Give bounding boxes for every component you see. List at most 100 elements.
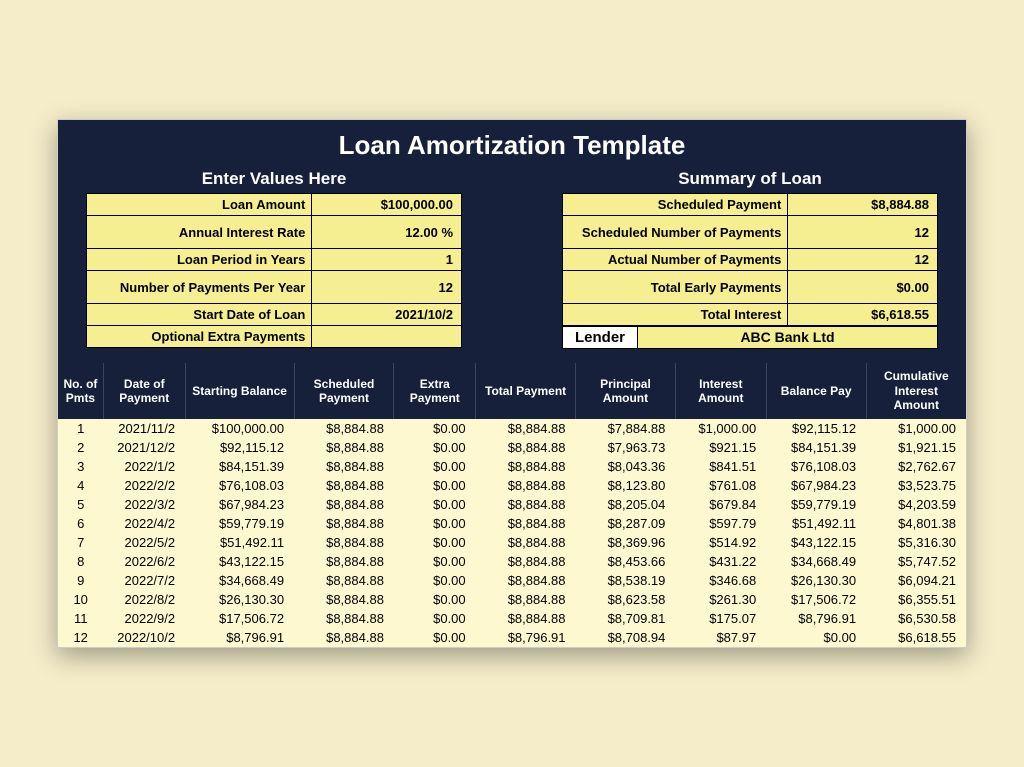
table-cell[interactable]: $34,668.49 xyxy=(185,571,294,590)
table-cell[interactable]: $841.51 xyxy=(675,457,766,476)
table-cell[interactable]: $59,779.19 xyxy=(766,495,866,514)
table-cell[interactable]: 8 xyxy=(58,552,103,571)
table-cell[interactable]: $100,000.00 xyxy=(185,419,294,438)
table-cell[interactable]: $6,618.55 xyxy=(866,628,966,647)
table-cell[interactable]: $17,506.72 xyxy=(766,590,866,609)
table-cell[interactable]: $8,884.88 xyxy=(294,438,394,457)
table-cell[interactable]: $1,000.00 xyxy=(866,419,966,438)
table-cell[interactable]: $0.00 xyxy=(394,628,476,647)
table-cell[interactable]: $0.00 xyxy=(394,457,476,476)
table-cell[interactable]: 2022/8/2 xyxy=(103,590,185,609)
table-cell[interactable]: $761.08 xyxy=(675,476,766,495)
table-cell[interactable]: $8,453.66 xyxy=(576,552,676,571)
table-cell[interactable]: $8,538.19 xyxy=(576,571,676,590)
table-cell[interactable]: $8,884.88 xyxy=(476,476,576,495)
table-cell[interactable]: $6,355.51 xyxy=(866,590,966,609)
table-cell[interactable]: $8,884.88 xyxy=(476,552,576,571)
table-cell[interactable]: 2022/4/2 xyxy=(103,514,185,533)
table-cell[interactable]: $43,122.15 xyxy=(185,552,294,571)
input-value[interactable]: 12.00 % xyxy=(312,216,461,248)
table-cell[interactable]: $8,884.88 xyxy=(476,419,576,438)
table-cell[interactable]: $26,130.30 xyxy=(185,590,294,609)
table-cell[interactable]: 2022/6/2 xyxy=(103,552,185,571)
table-cell[interactable]: $8,884.88 xyxy=(294,476,394,495)
table-cell[interactable]: $67,984.23 xyxy=(185,495,294,514)
table-cell[interactable]: 2021/12/2 xyxy=(103,438,185,457)
table-cell[interactable]: $7,963.73 xyxy=(576,438,676,457)
table-cell[interactable]: $175.07 xyxy=(675,609,766,628)
table-cell[interactable]: $7,884.88 xyxy=(576,419,676,438)
table-cell[interactable]: $5,747.52 xyxy=(866,552,966,571)
table-cell[interactable]: $8,884.88 xyxy=(294,628,394,647)
table-cell[interactable]: $67,984.23 xyxy=(766,476,866,495)
table-cell[interactable]: $0.00 xyxy=(394,495,476,514)
table-cell[interactable]: $8,884.88 xyxy=(476,533,576,552)
table-cell[interactable]: $8,709.81 xyxy=(576,609,676,628)
table-cell[interactable]: $261.30 xyxy=(675,590,766,609)
table-cell[interactable]: $6,094.21 xyxy=(866,571,966,590)
table-cell[interactable]: $8,884.88 xyxy=(294,590,394,609)
table-cell[interactable]: $8,884.88 xyxy=(294,609,394,628)
table-cell[interactable]: $8,205.04 xyxy=(576,495,676,514)
table-cell[interactable]: $8,796.91 xyxy=(185,628,294,647)
table-cell[interactable]: $8,287.09 xyxy=(576,514,676,533)
table-cell[interactable]: $0.00 xyxy=(394,552,476,571)
table-cell[interactable]: 2021/11/2 xyxy=(103,419,185,438)
input-value[interactable]: 1 xyxy=(312,249,461,270)
input-value[interactable]: $100,000.00 xyxy=(312,194,461,215)
table-cell[interactable]: $8,884.88 xyxy=(294,419,394,438)
input-value[interactable]: 2021/10/2 xyxy=(312,304,461,325)
table-cell[interactable]: $59,779.19 xyxy=(185,514,294,533)
table-cell[interactable]: 11 xyxy=(58,609,103,628)
table-cell[interactable]: $8,884.88 xyxy=(294,552,394,571)
table-cell[interactable]: 12 xyxy=(58,628,103,647)
table-cell[interactable]: 9 xyxy=(58,571,103,590)
table-cell[interactable]: $8,884.88 xyxy=(476,495,576,514)
table-cell[interactable]: $0.00 xyxy=(394,476,476,495)
table-cell[interactable]: $0.00 xyxy=(394,419,476,438)
table-cell[interactable]: $5,316.30 xyxy=(866,533,966,552)
table-cell[interactable]: 2022/10/2 xyxy=(103,628,185,647)
table-cell[interactable]: $8,796.91 xyxy=(766,609,866,628)
lender-value[interactable]: ABC Bank Ltd xyxy=(638,327,937,348)
table-cell[interactable]: 10 xyxy=(58,590,103,609)
table-cell[interactable]: $87.97 xyxy=(675,628,766,647)
table-cell[interactable]: $679.84 xyxy=(675,495,766,514)
table-cell[interactable]: $34,668.49 xyxy=(766,552,866,571)
table-cell[interactable]: $8,884.88 xyxy=(476,457,576,476)
table-cell[interactable]: $2,762.67 xyxy=(866,457,966,476)
table-cell[interactable]: $51,492.11 xyxy=(766,514,866,533)
table-cell[interactable]: $597.79 xyxy=(675,514,766,533)
table-cell[interactable]: 4 xyxy=(58,476,103,495)
table-cell[interactable]: $514.92 xyxy=(675,533,766,552)
table-cell[interactable]: 3 xyxy=(58,457,103,476)
input-value[interactable] xyxy=(312,326,461,347)
table-cell[interactable]: $431.22 xyxy=(675,552,766,571)
table-cell[interactable]: $8,884.88 xyxy=(294,533,394,552)
table-cell[interactable]: $6,530.58 xyxy=(866,609,966,628)
table-cell[interactable]: $8,884.88 xyxy=(294,457,394,476)
table-cell[interactable]: $3,523.75 xyxy=(866,476,966,495)
table-cell[interactable]: $8,796.91 xyxy=(476,628,576,647)
table-cell[interactable]: $8,884.88 xyxy=(476,571,576,590)
table-cell[interactable]: $0.00 xyxy=(394,533,476,552)
table-cell[interactable]: 2022/9/2 xyxy=(103,609,185,628)
table-cell[interactable]: $8,623.58 xyxy=(576,590,676,609)
input-value[interactable]: 12 xyxy=(312,271,461,303)
table-cell[interactable]: $8,884.88 xyxy=(476,590,576,609)
table-cell[interactable]: $4,203.59 xyxy=(866,495,966,514)
table-cell[interactable]: 2 xyxy=(58,438,103,457)
table-cell[interactable]: $76,108.03 xyxy=(766,457,866,476)
table-cell[interactable]: 1 xyxy=(58,419,103,438)
table-cell[interactable]: $0.00 xyxy=(394,514,476,533)
table-cell[interactable]: $92,115.12 xyxy=(185,438,294,457)
table-cell[interactable]: $8,884.88 xyxy=(294,571,394,590)
table-cell[interactable]: $8,884.88 xyxy=(294,495,394,514)
table-cell[interactable]: $84,151.39 xyxy=(185,457,294,476)
table-cell[interactable]: 2022/1/2 xyxy=(103,457,185,476)
table-cell[interactable]: $921.15 xyxy=(675,438,766,457)
table-cell[interactable]: $8,369.96 xyxy=(576,533,676,552)
table-cell[interactable]: $0.00 xyxy=(394,571,476,590)
table-cell[interactable]: 5 xyxy=(58,495,103,514)
table-cell[interactable]: $8,884.88 xyxy=(476,609,576,628)
